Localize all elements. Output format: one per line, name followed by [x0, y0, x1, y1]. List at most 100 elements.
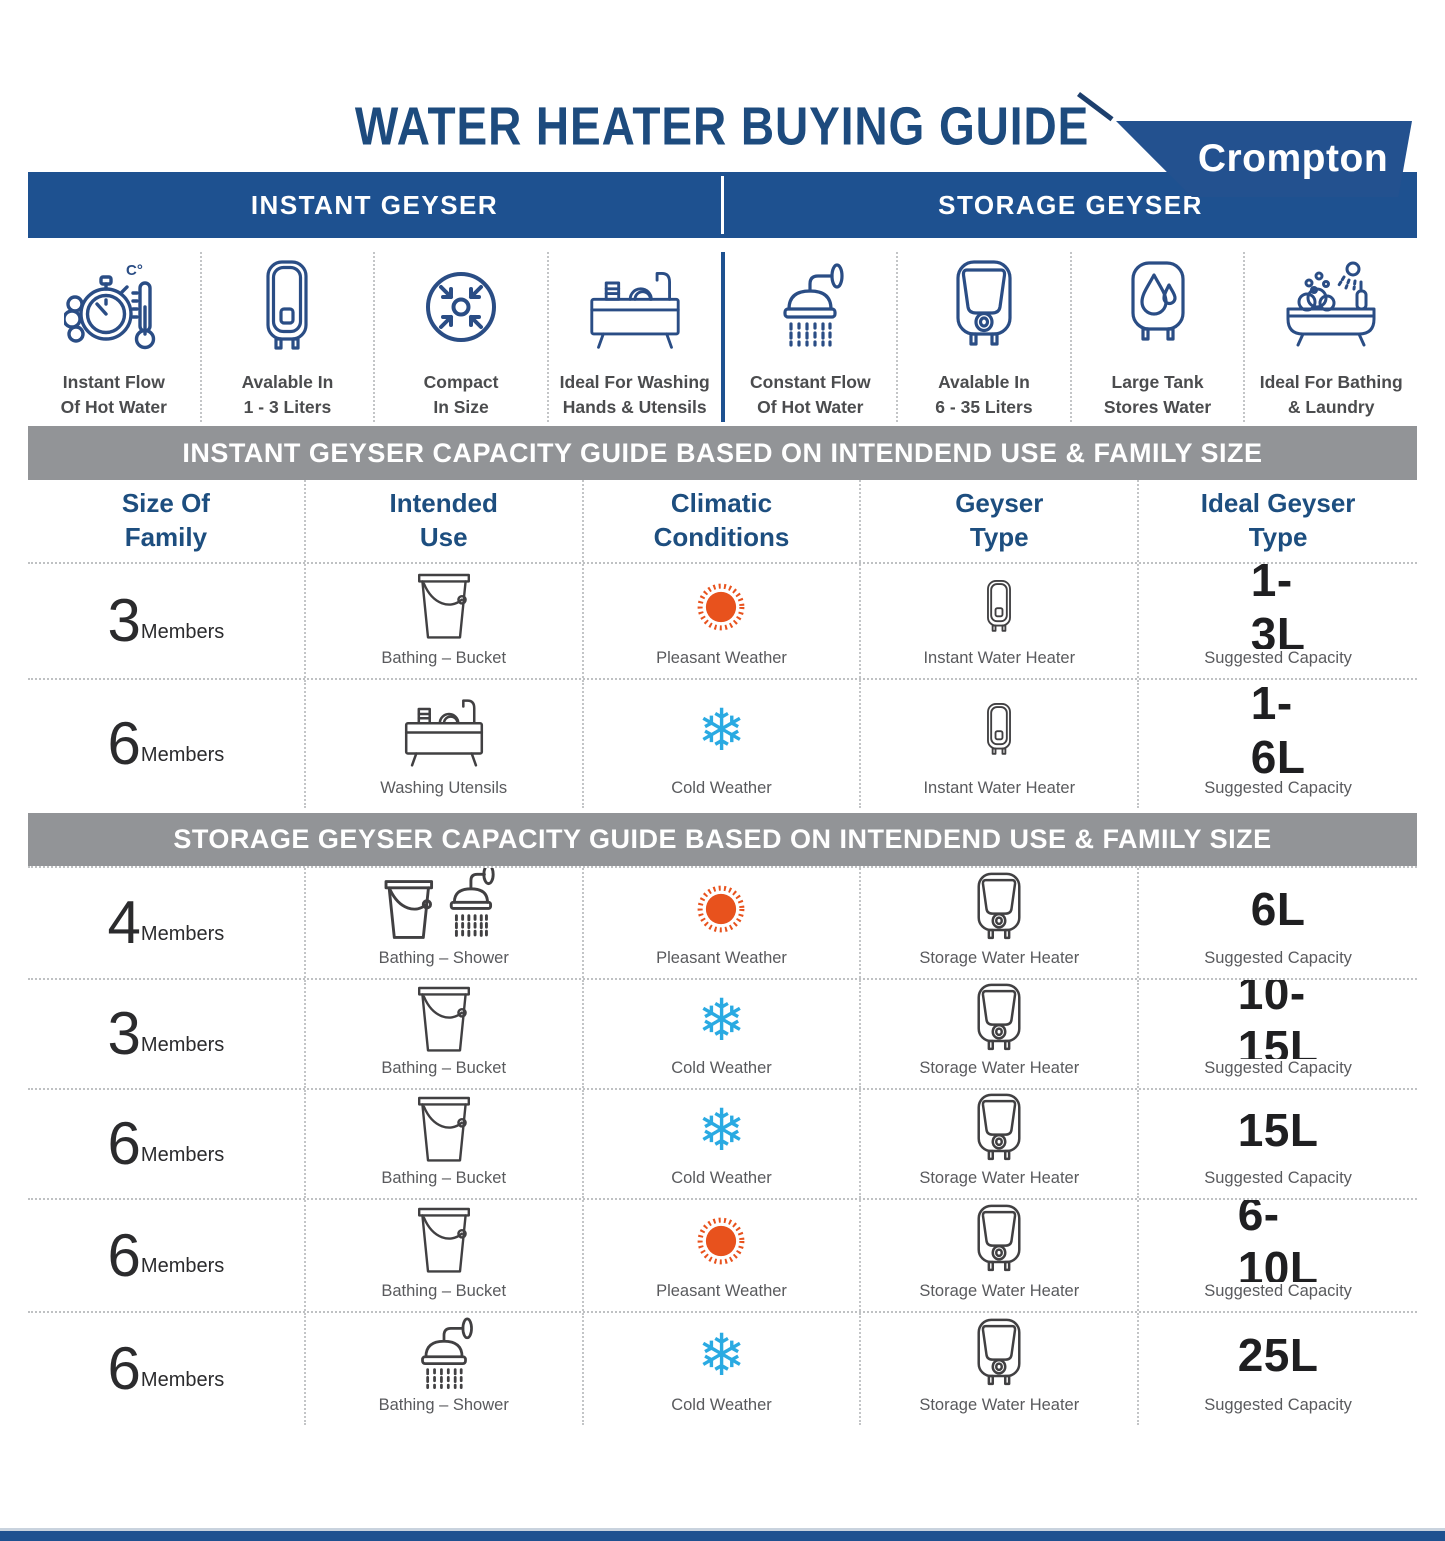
- geyser-type-cell: Storage Water Heater: [861, 1313, 1140, 1425]
- capacity-value: 10-15L: [1237, 980, 1319, 1059]
- tab-instant-geyser: INSTANT GEYSER: [250, 189, 499, 220]
- row-divider: [28, 978, 1417, 980]
- capacity-value: 15L: [1237, 1103, 1319, 1156]
- section-divider: [720, 252, 725, 422]
- feature-compact: Compact In Size: [375, 252, 549, 422]
- family-size-cell: 3 Members: [28, 564, 306, 678]
- capacity-value: 6L: [1250, 882, 1306, 935]
- geyser-type-cell: Instant Water Heater: [861, 680, 1140, 808]
- climatic-conditions-cell: ❄ Cold Weather: [584, 1313, 862, 1425]
- icon-caption: Instant Water Heater: [923, 779, 1076, 797]
- page-title: WATER HEATER BUYING GUIDE: [355, 95, 1090, 157]
- family-size-cell: 6 Members: [28, 1313, 306, 1425]
- member-count: 6: [107, 1335, 141, 1402]
- family-size-cell: 6 Members: [28, 1200, 306, 1311]
- member-label: Members: [140, 743, 225, 766]
- climatic-conditions-cell: Pleasant Weather: [584, 1200, 862, 1311]
- bathtub-icon: [1281, 257, 1381, 357]
- geyser-type-cell: Instant Water Heater: [861, 564, 1140, 678]
- storage-capacity-banner: STORAGE GEYSER CAPACITY GUIDE BASED ON I…: [28, 813, 1417, 866]
- capacity-caption: Suggested Capacity: [1204, 949, 1352, 967]
- icon-caption: Bathing – Bucket: [381, 1282, 507, 1300]
- intended-use-cell: Bathing – Bucket: [306, 1200, 584, 1311]
- icon-caption: Cold Weather: [671, 1059, 772, 1077]
- snowflake-icon: ❄: [697, 1095, 746, 1164]
- table-row-storage-4: 6 Members Bathing – Bucket Pleasant Weath…: [28, 1200, 1417, 1311]
- intended-use-cell: Bathing – Shower: [306, 1313, 584, 1425]
- instant-water-heater-icon: [970, 684, 1028, 776]
- bucket-icon: [404, 980, 484, 1059]
- family-size-cell: 3 Members: [28, 980, 306, 1088]
- capacity-value: 25L: [1237, 1328, 1319, 1381]
- capacity-value: 1-3L: [1250, 564, 1306, 649]
- feature-instant-flow: Instant Flow Of Hot Water: [28, 252, 202, 422]
- member-label: Members: [140, 620, 225, 643]
- icon-caption: Instant Water Heater: [923, 649, 1076, 667]
- icon-caption: Storage Water Heater: [919, 1169, 1080, 1187]
- storage-geyser-icon: [934, 257, 1034, 357]
- water-tank-icon: [1108, 257, 1208, 357]
- storage-water-heater-icon: [960, 980, 1038, 1059]
- bucket-icon: [404, 1200, 484, 1282]
- table-row-storage-3: 6 Members Bathing – Bucket ❄ Cold Weather…: [28, 1090, 1417, 1198]
- feature-caption: Instant Flow Of Hot Water: [60, 372, 167, 417]
- column-header-geyser-type: Geyser Type: [861, 480, 1140, 562]
- features-row: Instant Flow Of Hot Water Avalable In 1 …: [28, 252, 1417, 422]
- storage-water-heater-icon: [960, 1090, 1038, 1169]
- ideal-capacity-cell: 10-15L Suggested Capacity: [1139, 980, 1417, 1088]
- column-header-ideal-geyser-type: Ideal Geyser Type: [1200, 488, 1356, 552]
- compact-size-icon: [411, 257, 511, 357]
- storage-water-heater-icon: [960, 1313, 1038, 1396]
- snowflake-icon: ❄: [697, 1320, 746, 1389]
- tab-storage-geyser: STORAGE GEYSER: [938, 189, 1203, 220]
- snowflake-icon: ❄: [697, 985, 746, 1054]
- icon-caption: Cold Weather: [671, 779, 772, 797]
- member-label: Members: [140, 1255, 225, 1277]
- bucket-icon: [404, 1090, 484, 1169]
- intended-use-cell: Bathing – Bucket: [306, 980, 584, 1088]
- icon-caption: Storage Water Heater: [919, 1059, 1080, 1077]
- row-divider: [28, 866, 1417, 868]
- capacity-value: 6-10L: [1237, 1200, 1319, 1282]
- member-label: Members: [140, 922, 225, 945]
- feature-caption: Ideal For Bathing & Laundry: [1259, 372, 1403, 417]
- climatic-conditions-cell: ❄ Cold Weather: [584, 980, 862, 1088]
- intended-use-cell: Washing Utensils: [306, 680, 584, 808]
- column-headers: Size Of Family Intended Use Climatic Con…: [28, 480, 1417, 562]
- icon-caption: Cold Weather: [671, 1396, 772, 1414]
- icon-caption: Bathing – Shower: [378, 1396, 509, 1414]
- capacity-caption: Suggested Capacity: [1204, 1282, 1352, 1300]
- geyser-type-cell: Storage Water Heater: [861, 1090, 1140, 1198]
- feature-caption: Compact In Size: [423, 372, 499, 417]
- snowflake-icon: ❄: [697, 695, 746, 764]
- column-header-family-size: Size Of Family: [28, 480, 306, 562]
- member-count: 6: [107, 710, 141, 777]
- column-header-climatic-conditions: Climatic Conditions: [584, 480, 862, 562]
- ideal-capacity-cell: 1-3L Suggested Capacity: [1139, 564, 1417, 678]
- geyser-type-cell: Storage Water Heater: [861, 868, 1140, 978]
- icon-caption: Cold Weather: [671, 1169, 772, 1187]
- feature-caption: Avalable In 1 - 3 Liters: [241, 372, 334, 417]
- feature-bathing-laundry: Ideal For Bathing & Laundry: [1245, 252, 1417, 422]
- table-row-instant-1: 3 Members Bathing – Bucket Pleasant Weath…: [28, 564, 1417, 678]
- feature-caption: Large Tank Stores Water: [1103, 372, 1212, 417]
- feature-available-1-3l: Avalable In 1 - 3 Liters: [202, 252, 376, 422]
- member-count: 4: [107, 889, 141, 956]
- member-count: 6: [107, 1221, 141, 1289]
- capacity-caption: Suggested Capacity: [1204, 1396, 1352, 1414]
- ideal-capacity-cell: 6L Suggested Capacity: [1139, 868, 1417, 978]
- storage-water-heater-icon: [960, 1200, 1038, 1282]
- member-label: Members: [140, 1143, 225, 1166]
- sun-icon: [685, 1205, 757, 1277]
- capacity-caption: Suggested Capacity: [1204, 779, 1352, 797]
- feature-washing: Ideal For Washing Hands & Utensils: [549, 252, 721, 422]
- instant-water-heater-icon: [970, 564, 1028, 649]
- instant-capacity-banner: INSTANT GEYSER CAPACITY GUIDE BASED ON I…: [28, 426, 1417, 480]
- row-divider: [28, 1311, 1417, 1313]
- icon-caption: Bathing – Bucket: [381, 1059, 507, 1077]
- climatic-conditions-cell: Pleasant Weather: [584, 868, 862, 978]
- family-size-cell: 6 Members: [28, 1090, 306, 1198]
- capacity-caption: Suggested Capacity: [1204, 649, 1352, 667]
- member-label: Members: [140, 1033, 225, 1056]
- icon-caption: Storage Water Heater: [919, 1396, 1080, 1414]
